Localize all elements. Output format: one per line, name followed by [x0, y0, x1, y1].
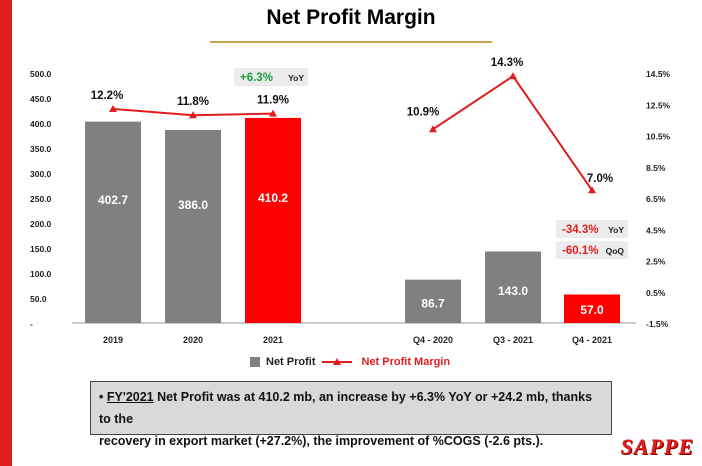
margin-point [588, 186, 596, 194]
margin-point [109, 104, 117, 112]
legend-net-profit: Net Profit [266, 356, 316, 368]
left-axis-tick-label: 400.0 [30, 119, 52, 129]
annotation-yoy-2021-box [234, 68, 308, 86]
legend-line-swatch [321, 358, 352, 365]
right-axis-tick-label: 4.5% [646, 225, 666, 235]
bar [85, 121, 141, 324]
note-line-1: • FY'2021 Net Profit was at 410.2 mb, an… [99, 386, 603, 430]
right-axis-tick-label: 14.5% [646, 69, 671, 79]
left-axis-tick-label: 50.0 [30, 294, 47, 304]
page-title: Net Profit Margin [266, 6, 436, 29]
note-line-2: recovery in export market (+27.2%), the … [99, 434, 544, 448]
bar-value-label: 386.0 [178, 198, 208, 212]
annotation-yoy-q4-value: -34.3% [562, 224, 598, 236]
left-axis-tick-label: 100.0 [30, 269, 52, 279]
annotation-yoy-q4-box [556, 220, 628, 238]
category-label: 2021 [263, 335, 283, 345]
margin-value-label: 12.2% [91, 90, 124, 102]
annotation-qoq-q4-box [556, 241, 628, 259]
side-accent-bar [0, 0, 12, 466]
margin-point [429, 125, 437, 133]
category-label: Q4 - 2020 [413, 335, 453, 345]
left-axis-tick-label: - [30, 319, 33, 329]
category-label: 2019 [103, 335, 123, 345]
annotation-yoy-2021-unit: YoY [288, 73, 304, 83]
annotation-qoq-q4-value: -60.1% [562, 245, 598, 257]
margin-value-label: 10.9% [407, 106, 440, 118]
bar [564, 294, 620, 323]
margin-line-series [432, 74, 593, 191]
bar [245, 117, 301, 324]
bar-value-label: 86.7 [421, 296, 445, 310]
bar-value-label: 143.0 [498, 284, 528, 298]
right-axis-tick-label: 0.5% [646, 288, 666, 298]
margin-value-label: 7.0% [587, 173, 613, 185]
margin-value-label: 11.8% [177, 96, 209, 108]
left-axis-tick-label: 250.0 [30, 194, 52, 204]
margin-value-label: 11.9% [257, 95, 289, 107]
margin-point [189, 111, 197, 119]
category-label: Q4 - 2021 [572, 335, 612, 345]
left-axis-tick-label: 500.0 [30, 69, 52, 79]
bar [165, 130, 221, 323]
bar-value-label: 402.7 [98, 193, 128, 207]
category-label: 2020 [183, 335, 203, 345]
annotation-qoq-q4-unit: QoQ [606, 246, 625, 256]
right-axis-tick-label: 2.5% [646, 257, 666, 267]
title-underline [210, 41, 492, 43]
note-line1-text: Net Profit was at 410.2 mb, an increase … [99, 390, 593, 426]
left-axis-tick-label: 300.0 [30, 169, 52, 179]
left-axis-tick-label: 350.0 [30, 144, 52, 154]
left-axis-tick-label: 200.0 [30, 219, 52, 229]
right-axis-tick-label: 8.5% [646, 163, 666, 173]
annotation-yoy-q4-unit: YoY [608, 225, 624, 235]
margin-value-label: 14.3% [491, 57, 524, 69]
right-axis-tick-label: 10.5% [646, 132, 671, 142]
sappe-logo: SAPPE [620, 434, 694, 459]
note-bullet: • [99, 390, 104, 404]
margin-point [269, 109, 277, 117]
legend-net-profit-margin: Net Profit Margin [361, 356, 451, 368]
note-fy: FY'2021 [106, 390, 154, 404]
bar [405, 279, 461, 323]
right-axis-tick-label: 12.5% [646, 100, 671, 110]
bar [485, 251, 541, 323]
legend-bar-swatch [250, 357, 260, 367]
category-label: Q3 - 2021 [493, 335, 533, 345]
bar-value-label: 410.2 [258, 191, 288, 205]
summary-note: • FY'2021 Net Profit was at 410.2 mb, an… [90, 381, 612, 448]
right-axis-tick-label: 6.5% [646, 194, 666, 204]
right-axis-tick-label: -1.5% [646, 319, 669, 329]
left-axis-tick-label: 150.0 [30, 244, 52, 254]
chart-legend: Net Profit Net Profit Margin [250, 356, 450, 368]
annotation-yoy-2021-value: +6.3% [240, 72, 273, 84]
left-axis-tick-label: 450.0 [30, 94, 52, 104]
margin-point [509, 72, 517, 80]
bar-value-label: 57.0 [580, 303, 604, 317]
